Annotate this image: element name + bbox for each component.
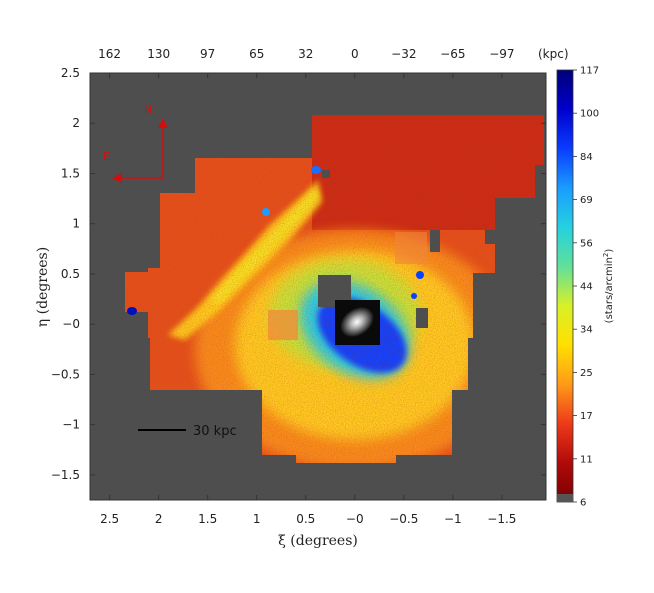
smooth-patch-north xyxy=(395,232,427,264)
y-tick-label: −1 xyxy=(62,418,80,432)
x-tick-label: −0.5 xyxy=(389,512,418,526)
masked-region-small xyxy=(322,170,330,178)
y-tick-label: 0.5 xyxy=(61,267,80,281)
scale-bar: 30 kpc xyxy=(138,424,237,439)
masked-region-gap xyxy=(485,230,510,244)
top-axis-ticks: 162 130 97 65 32 0 −32 −65 −97 xyxy=(98,47,514,61)
colorbar-label-end: ) xyxy=(604,249,615,253)
top-tick-label: 65 xyxy=(249,47,264,61)
smooth-patch-west xyxy=(268,310,298,340)
x-tick-label: −0 xyxy=(346,512,364,526)
y-tick-label: −0 xyxy=(62,317,80,331)
top-tick-label: 130 xyxy=(147,47,170,61)
compass-north-head xyxy=(158,118,168,128)
x-tick-label: −1 xyxy=(444,512,462,526)
plot-frame xyxy=(89,72,547,501)
y-axis-label: η (degrees) xyxy=(35,247,51,327)
x-axis-label: ξ (degrees) xyxy=(278,533,358,549)
satellite-east xyxy=(416,271,424,279)
satellite-ne xyxy=(311,166,321,174)
x-axis-ticks: 2.5 2 1.5 1 0.5 −0 −0.5 −1 −1.5 xyxy=(100,73,516,526)
compass-north-label: N xyxy=(144,103,152,116)
colorbar-label-sup: 2 xyxy=(602,253,610,257)
colorbar-gradient xyxy=(557,70,573,502)
colorbar-tick-label: 11 xyxy=(580,454,593,465)
colorbar-tick-label: 69 xyxy=(580,195,593,206)
top-tick-label: 97 xyxy=(200,47,215,61)
colorbar-label: (stars/arcmin2) xyxy=(602,249,615,324)
colorbar-tick-label: 6 xyxy=(580,498,586,509)
satellite-west xyxy=(127,307,137,315)
y-tick-label: 1 xyxy=(72,217,80,231)
x-tick-label: −1.5 xyxy=(487,512,516,526)
y-tick-label: 2 xyxy=(72,116,80,130)
top-tick-label: −32 xyxy=(391,47,416,61)
colorbar-tick-label: 117 xyxy=(580,66,599,77)
colorbar-tick-label: 56 xyxy=(580,238,593,249)
colorbar-label-main: (stars/arcmin xyxy=(604,257,615,323)
colorbar-floor xyxy=(557,494,573,502)
scale-bar-label: 30 kpc xyxy=(193,424,237,439)
top-tick-label: 0 xyxy=(351,47,359,61)
colorbar-tick-label: 84 xyxy=(580,152,593,163)
y-tick-label: −0.5 xyxy=(51,367,80,381)
compass-east-head xyxy=(112,173,122,183)
compass-east-label: E xyxy=(103,150,110,163)
colorbar-tick-label: 100 xyxy=(580,109,599,120)
x-tick-label: 1.5 xyxy=(198,512,217,526)
colorbar-tick-label: 25 xyxy=(580,368,593,379)
colorbar-tick-label: 34 xyxy=(580,325,593,336)
top-tick-label: −97 xyxy=(489,47,514,61)
colorbar-ticks: 117 100 84 69 56 44 34 25 17 11 6 xyxy=(573,66,599,509)
colorbar: 117 100 84 69 56 44 34 25 17 11 6 (stars/arcmin2) xyxy=(556,66,615,509)
top-tick-label: 32 xyxy=(298,47,313,61)
y-tick-label: −1.5 xyxy=(51,468,80,482)
top-axis-unit: (kpc) xyxy=(538,47,569,61)
colorbar-tick-label: 17 xyxy=(580,411,593,422)
colorbar-tick-label: 44 xyxy=(580,282,593,293)
top-tick-label: 162 xyxy=(98,47,121,61)
x-tick-label: 0.5 xyxy=(296,512,315,526)
x-tick-label: 2 xyxy=(155,512,163,526)
satellite-east-2 xyxy=(411,293,417,299)
top-tick-label: −65 xyxy=(440,47,465,61)
x-tick-label: 1 xyxy=(253,512,261,526)
masked-region-ne xyxy=(430,230,440,252)
compass: N E xyxy=(103,103,168,183)
satellite-stream xyxy=(262,208,270,216)
galaxy-bulge xyxy=(340,307,374,337)
y-tick-label: 1.5 xyxy=(61,166,80,180)
x-tick-label: 2.5 xyxy=(100,512,119,526)
y-tick-label: 2.5 xyxy=(61,66,80,80)
masked-region-east xyxy=(416,308,428,328)
y-axis-ticks: 2.5 2 1.5 1 0.5 −0 −0.5 −1 −1.5 xyxy=(51,66,546,482)
